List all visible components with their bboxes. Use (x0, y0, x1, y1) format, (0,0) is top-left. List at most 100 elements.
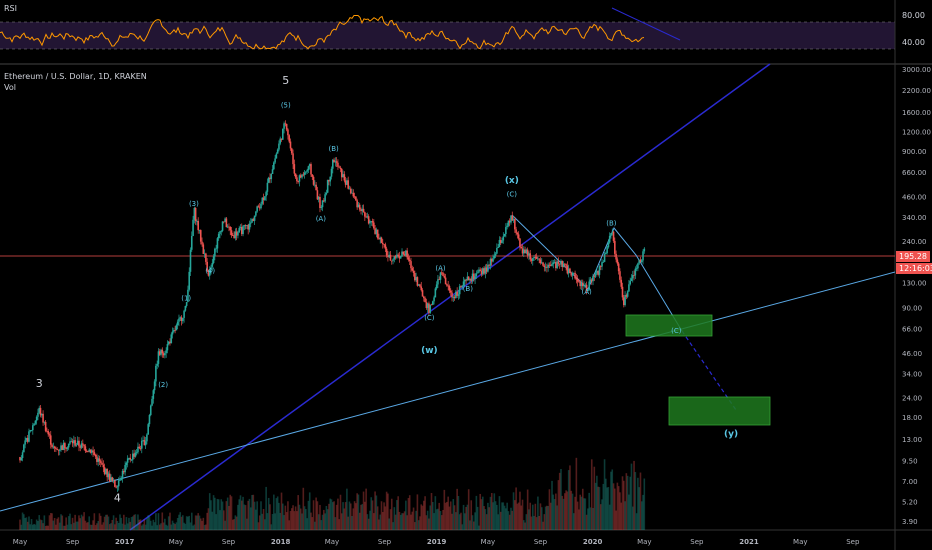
volume-bar (74, 514, 76, 530)
candle-body (196, 220, 198, 222)
volume-bar (157, 513, 160, 530)
time-tick-label: May (793, 538, 807, 546)
candle-body (85, 450, 88, 452)
volume-bar (488, 507, 490, 530)
candle-body (248, 223, 251, 230)
volume-bar (61, 515, 64, 530)
volume-bar (138, 519, 141, 530)
volume-bar (234, 515, 237, 530)
candle-body (256, 206, 258, 212)
candle-body (438, 279, 440, 281)
volume-bar (178, 514, 180, 530)
volume-bar (19, 519, 21, 530)
candle-body (24, 440, 26, 445)
volume-bar (202, 517, 205, 530)
price-tick-label: 9.50 (902, 457, 918, 465)
candle-body (608, 235, 611, 243)
volume-bar (302, 487, 305, 530)
candle-body (393, 256, 396, 260)
volume-bar (69, 513, 71, 530)
volume-bar (199, 518, 202, 530)
target-zones (625, 314, 771, 426)
volume-bar (338, 519, 341, 530)
candle-body (401, 251, 403, 257)
candle-body (44, 421, 47, 431)
candle-body (622, 297, 625, 306)
volume-bar (329, 498, 332, 530)
candle-body (535, 256, 538, 259)
candle-body (179, 317, 182, 319)
candle-body (406, 250, 408, 258)
volume-bar (182, 515, 184, 530)
volume-bar (451, 513, 453, 530)
candle-body (208, 270, 211, 276)
volume-bar (97, 521, 99, 530)
candle-body (603, 254, 606, 262)
candle-body (215, 248, 217, 250)
candle-body (156, 363, 158, 366)
volume-bar (92, 520, 94, 530)
volume-bar (437, 508, 439, 530)
candle-body (362, 208, 365, 213)
candle-body (369, 221, 371, 224)
volume-bar (20, 524, 23, 530)
candle-body (614, 240, 616, 254)
candle-body (348, 188, 351, 190)
volume-bar (107, 516, 110, 530)
candle-body (230, 230, 233, 236)
volume-bar (535, 517, 538, 530)
volume-bar (221, 501, 224, 530)
volume-bar (569, 465, 571, 530)
candle-body (556, 261, 558, 269)
volume-bar (390, 498, 393, 530)
candle-body (358, 204, 361, 210)
candle-body (389, 254, 392, 261)
candle-body (643, 248, 646, 252)
candle-body (257, 206, 260, 208)
volume-bar (553, 499, 556, 530)
volume-bar (381, 512, 384, 530)
candle-body (80, 443, 83, 448)
wave-label: (C) (671, 327, 682, 335)
volume-bar (428, 518, 430, 530)
volume-bar (557, 480, 560, 530)
candle-body (521, 248, 524, 254)
candle-body (311, 174, 314, 177)
volume-bar (39, 519, 42, 530)
volume-bar (89, 524, 92, 530)
volume-bar (633, 460, 635, 530)
candle-body (105, 468, 107, 474)
candle-body (58, 449, 61, 451)
candle-body (190, 235, 193, 250)
candle-body (296, 177, 298, 182)
price-tick-label: 460.00 (902, 194, 927, 202)
volume-bar (149, 520, 152, 530)
volume-bar (51, 513, 53, 530)
volume-bar (292, 505, 294, 530)
candle-body (634, 268, 637, 276)
volume-bar (174, 524, 176, 530)
candle-body (229, 227, 232, 231)
volume-bar (40, 520, 43, 530)
volume-bar (584, 498, 587, 530)
candle-body (242, 226, 244, 235)
candle-body (111, 477, 114, 481)
candle-body (629, 280, 632, 285)
candle-body (335, 161, 338, 163)
candle-body (220, 230, 223, 232)
volume-bar (261, 513, 264, 530)
volume-bar (215, 514, 217, 530)
candle-body (199, 230, 202, 242)
candle-body (188, 271, 191, 290)
volume-bar (317, 514, 320, 530)
volume-bar (111, 519, 114, 530)
candle-body (565, 264, 567, 266)
volume-bar (348, 501, 351, 530)
candle-body (544, 266, 547, 268)
candle-body (619, 271, 621, 280)
candle-body (293, 164, 296, 174)
volume-bar (497, 514, 499, 530)
volume-bar (552, 494, 555, 530)
volume-bar (447, 496, 449, 530)
